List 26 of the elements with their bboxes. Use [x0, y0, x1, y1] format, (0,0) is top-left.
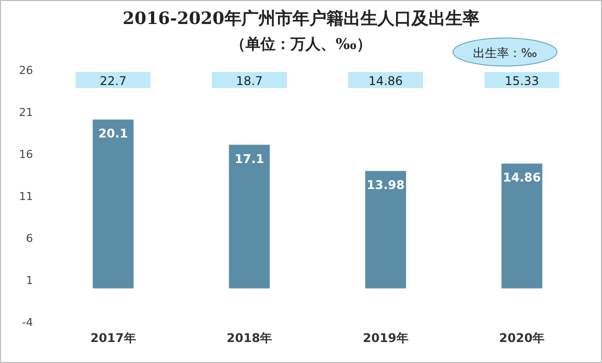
y-tick-label: 26	[19, 64, 33, 77]
y-tick-label: 16	[19, 148, 33, 161]
y-tick-label: 6	[26, 232, 33, 245]
x-tick-label: 2018年	[226, 331, 272, 345]
bar	[92, 120, 134, 288]
data-label: 17.1	[234, 152, 264, 166]
bar	[501, 164, 542, 288]
annotation: 18.7	[236, 74, 263, 88]
data-label: 20.1	[98, 126, 128, 141]
y-tick-label: 11	[19, 190, 33, 203]
chart-title: 2016-2020年广州市年户籍出生人口及出生率	[122, 9, 480, 29]
x-tick-label: 2019年	[362, 331, 408, 345]
bar	[228, 144, 270, 288]
annotation: 15.33	[504, 74, 540, 88]
annotation: 14.86	[368, 74, 403, 88]
bar	[365, 170, 406, 288]
data-label: 13.98	[366, 178, 405, 192]
chart-subtitle: （单位：万人、‰）	[230, 35, 372, 53]
annotation: 22.7	[100, 74, 126, 88]
y-tick-label: 1	[26, 274, 33, 287]
x-tick-label: 2020年	[499, 331, 545, 345]
text: 出生率：‰	[472, 46, 538, 60]
y-tick-label: -4	[22, 316, 33, 329]
y-tick-label: 21	[19, 106, 33, 119]
x-tick-label: 2017年	[90, 331, 136, 345]
data-label: 14.86	[502, 170, 541, 185]
